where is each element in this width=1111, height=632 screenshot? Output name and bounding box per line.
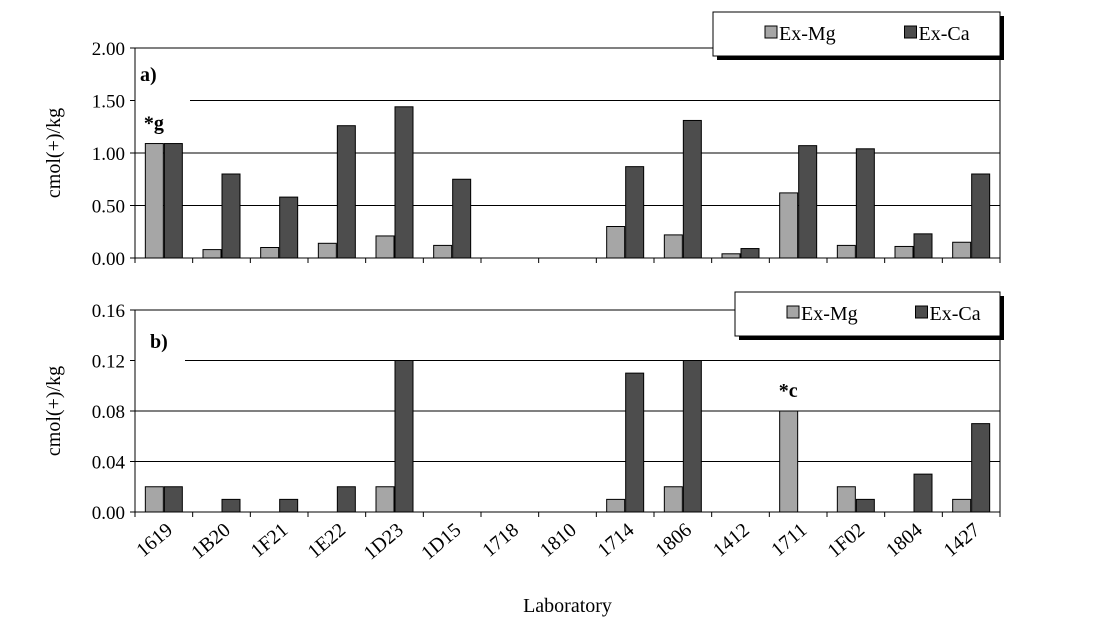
x-tick-label: 1D15 bbox=[417, 519, 465, 564]
bar-ex-ca-1619 bbox=[163, 486, 183, 513]
bar-ex-ca-1e22 bbox=[336, 486, 356, 513]
x-tick-label: 1718 bbox=[478, 519, 523, 562]
panel-a: 0.00 0.50 1.00 1.50 2.00 cmol(+)/kg a) *g Ex-Mg E… bbox=[43, 11, 1004, 270]
x-tick-label: 1711 bbox=[767, 519, 811, 561]
bar-ex-ca-1f02 bbox=[855, 148, 875, 259]
bar-ex-mg-1804 bbox=[894, 245, 914, 259]
legend-swatch-ex-ca bbox=[915, 305, 928, 319]
bar-ex-mg-1d15 bbox=[433, 244, 453, 259]
legend-label-ex-ca: Ex-Ca bbox=[919, 23, 970, 45]
legend-label-ex-mg: Ex-Mg bbox=[779, 23, 836, 45]
legend-swatch-ex-mg bbox=[786, 305, 800, 319]
y-tick-label: 0.12 bbox=[92, 352, 125, 373]
bar-ex-ca-1714 bbox=[625, 166, 645, 259]
y-tick-label: 1.50 bbox=[92, 92, 125, 113]
x-tick-label: 1412 bbox=[709, 519, 754, 562]
bar-ex-ca-1b20 bbox=[221, 498, 241, 513]
bar-ex-ca-1711 bbox=[798, 145, 818, 259]
y-tick-label: 2.00 bbox=[92, 39, 125, 60]
y-tick-label: 0.04 bbox=[92, 453, 126, 474]
bar-ex-ca-1b20 bbox=[221, 173, 241, 259]
legend-swatch-ex-ca bbox=[904, 25, 917, 39]
y-tick-label: 0.16 bbox=[92, 301, 125, 322]
bar-ex-mg-1714 bbox=[606, 226, 626, 259]
bar-ex-ca-1d23 bbox=[394, 360, 414, 513]
bar-ex-ca-1804 bbox=[913, 233, 933, 259]
x-tick-label: 1806 bbox=[651, 519, 696, 562]
annotation: *c bbox=[779, 380, 798, 402]
bar-ex-mg-1806 bbox=[663, 234, 683, 259]
bar-ex-ca-1d23 bbox=[394, 106, 414, 259]
x-tick-label: 1427 bbox=[940, 519, 985, 562]
x-tick-label: 1619 bbox=[132, 519, 177, 562]
bar-ex-ca-1427 bbox=[971, 173, 991, 259]
y-tick-label: 0.50 bbox=[92, 197, 125, 218]
x-tick-label: 1F21 bbox=[247, 519, 293, 562]
bar-ex-mg-1f21 bbox=[260, 247, 280, 259]
y-tick-label: 0.00 bbox=[92, 503, 125, 524]
legend-box bbox=[734, 291, 1001, 337]
bar-ex-mg-1711 bbox=[779, 410, 799, 513]
bar-ex-mg-1f02 bbox=[836, 244, 856, 259]
x-tick-label: 1714 bbox=[594, 519, 639, 562]
bar-ex-ca-1806 bbox=[682, 119, 702, 259]
bar-ex-ca-1619 bbox=[163, 143, 183, 259]
panel-label: b) bbox=[150, 331, 168, 353]
x-tick-label: 1F02 bbox=[823, 519, 869, 562]
bar-ex-ca-1806 bbox=[682, 360, 702, 513]
bar-ex-ca-1f21 bbox=[279, 498, 299, 513]
bar-ex-mg-1412 bbox=[721, 253, 741, 259]
bar-ex-ca-1714 bbox=[625, 372, 645, 513]
y-tick-label: 0.08 bbox=[92, 402, 125, 423]
legend-label-ex-mg: Ex-Mg bbox=[801, 303, 858, 325]
legend-swatch-ex-mg bbox=[764, 25, 778, 39]
x-tick-label: 1804 bbox=[882, 519, 927, 562]
x-tick-label: 1D23 bbox=[360, 519, 408, 564]
bar-ex-mg-1f02 bbox=[836, 486, 856, 513]
bar-ex-mg-1427 bbox=[952, 498, 972, 513]
bar-ex-mg-1806 bbox=[663, 486, 683, 513]
annotation: *g bbox=[144, 113, 164, 135]
y-axis-title: cmol(+)/kg bbox=[43, 366, 65, 456]
bar-ex-ca-1e22 bbox=[336, 125, 356, 259]
panel-label: a) bbox=[140, 64, 157, 86]
y-tick-label: 1.00 bbox=[92, 144, 125, 165]
bar-ex-mg-1d23 bbox=[375, 235, 395, 259]
bar-ex-mg-1427 bbox=[952, 241, 972, 259]
bar-ex-ca-1804 bbox=[913, 473, 933, 513]
bar-ex-ca-1f02 bbox=[855, 498, 875, 513]
bar-ex-mg-1d23 bbox=[375, 486, 395, 513]
panel-b: 0.00 0.04 0.08 0.12 0.16 cmol(+)/kg b) *c Ex-Mg E… bbox=[43, 291, 1004, 617]
bar-ex-ca-1d15 bbox=[452, 178, 472, 259]
x-tick-label: 1B20 bbox=[187, 519, 234, 564]
bar-ex-mg-1619 bbox=[144, 486, 164, 513]
legend-label-ex-ca: Ex-Ca bbox=[930, 303, 981, 325]
bar-ex-ca-1f21 bbox=[279, 196, 299, 259]
bar-ex-mg-1714 bbox=[606, 498, 626, 513]
x-tick-label: 1E22 bbox=[304, 519, 350, 563]
legend-box bbox=[712, 11, 1001, 57]
bar-ex-ca-1412 bbox=[740, 248, 760, 259]
bar-ex-mg-1619 bbox=[144, 143, 164, 259]
y-axis-title: cmol(+)/kg bbox=[43, 108, 65, 198]
bar-ex-ca-1427 bbox=[971, 423, 991, 513]
bar-ex-mg-1e22 bbox=[317, 242, 337, 259]
x-tick-label: 1810 bbox=[536, 519, 581, 562]
bar-ex-mg-1711 bbox=[779, 192, 799, 259]
y-tick-label: 0.00 bbox=[92, 249, 125, 270]
bar-ex-mg-1b20 bbox=[202, 249, 222, 259]
x-axis-title: Laboratory bbox=[523, 595, 612, 617]
